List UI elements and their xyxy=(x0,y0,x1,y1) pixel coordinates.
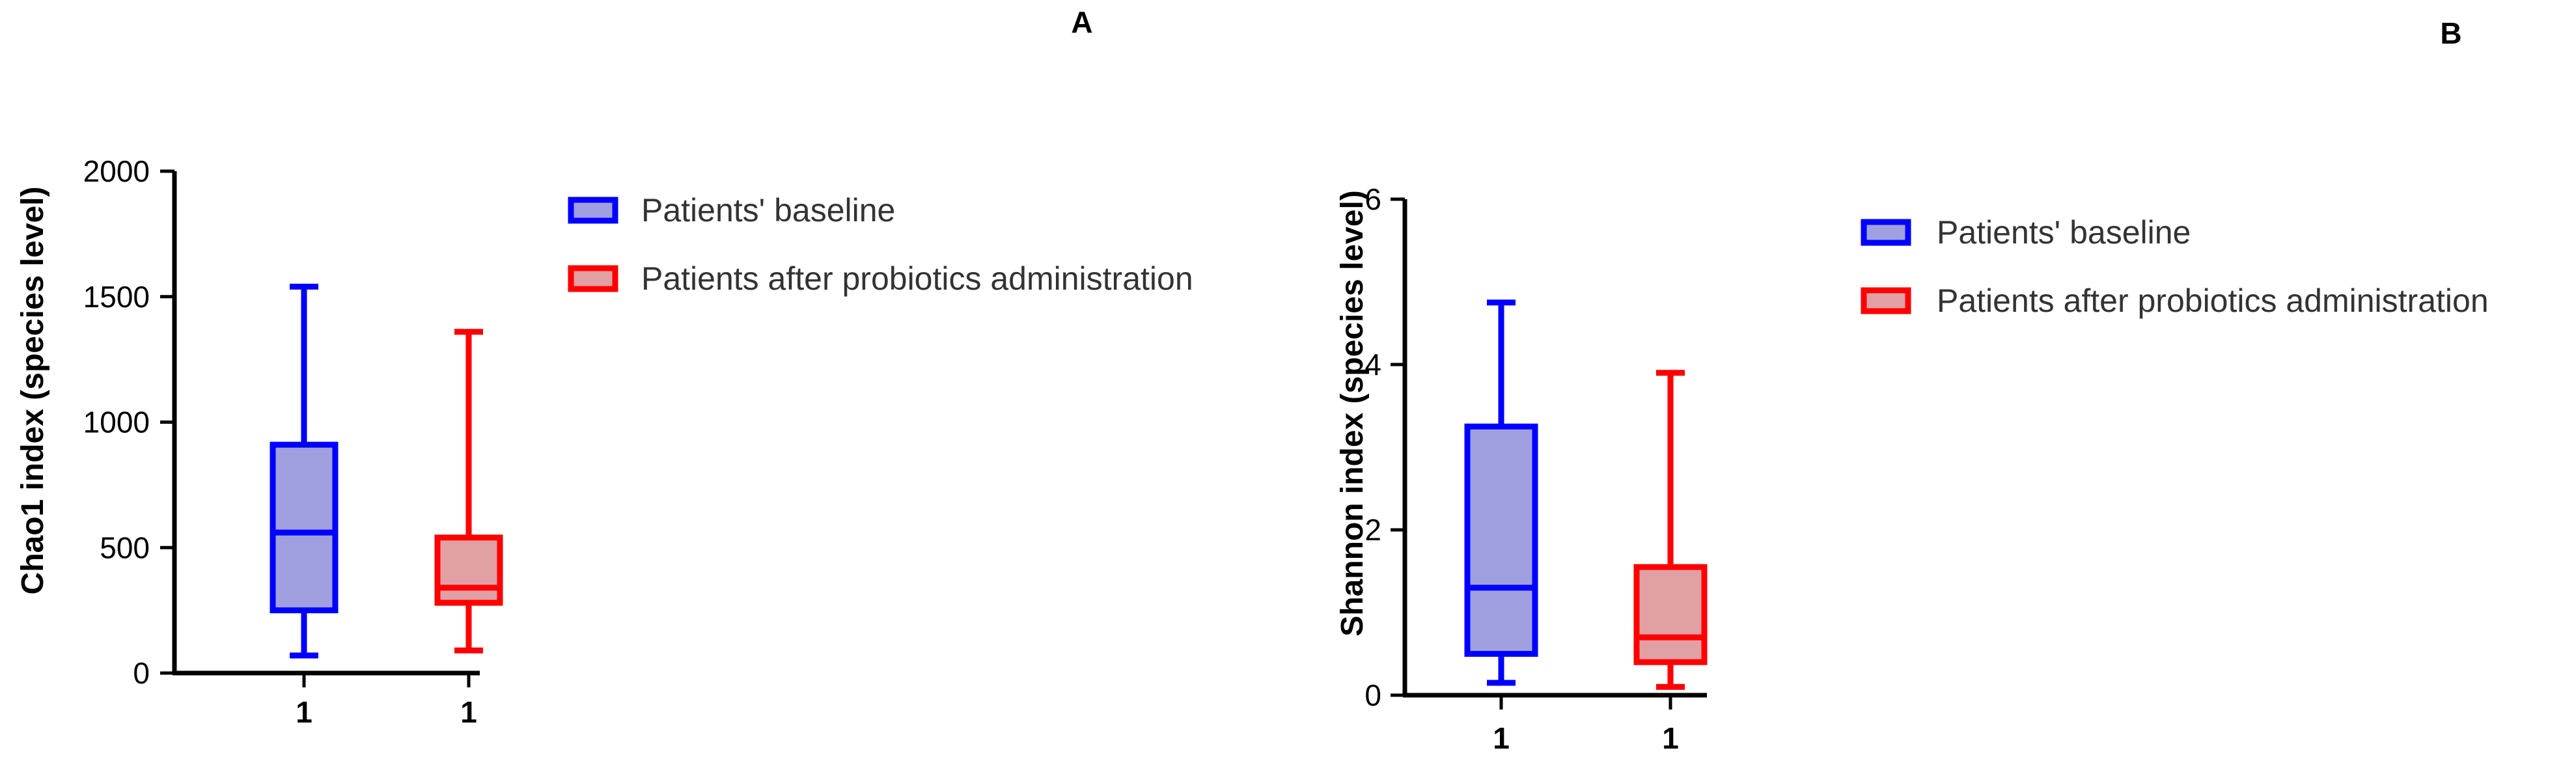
legend-label-baseline-b: Patients' baseline xyxy=(1937,214,2191,251)
panel-a: A Chao1 index (species level) 0 500 1000 15… xyxy=(16,5,1193,729)
x-category-label: 1 xyxy=(296,695,312,729)
y-tick-label: 4 xyxy=(1364,348,1381,381)
legend-swatch-baseline-a xyxy=(568,197,618,224)
legend-a: Patients' baseline Patients after probio… xyxy=(568,192,1193,297)
y-tick-label: 500 xyxy=(100,531,150,564)
y-axis-ticks-b: 0 2 4 6 xyxy=(1364,182,1405,712)
y-tick-label: 1500 xyxy=(83,280,150,314)
box-iqr xyxy=(1633,564,1708,665)
box-plot-baseline-a xyxy=(270,283,339,659)
box-plot-probiotics-b xyxy=(1633,370,1708,690)
box-plot-probiotics-a xyxy=(434,329,503,654)
box-iqr xyxy=(1464,423,1538,657)
x-category-label: 1 xyxy=(460,695,477,729)
y-tick-label: 6 xyxy=(1364,182,1381,216)
x-category-label: 1 xyxy=(1493,721,1510,755)
legend-item-probiotics-a: Patients after probiotics administration xyxy=(568,260,1193,297)
panel-label-b: B xyxy=(2440,16,2461,50)
box-iqr xyxy=(270,441,339,614)
legend-swatch-probiotics-a xyxy=(568,265,618,292)
plot-area-a xyxy=(270,283,503,659)
y-tick-label: 2000 xyxy=(83,154,150,188)
plot-area-b xyxy=(1464,299,1708,690)
y-tick-label: 0 xyxy=(133,656,150,690)
legend-swatch-probiotics-b xyxy=(1861,287,1911,314)
legend-label-baseline-a: Patients' baseline xyxy=(641,192,895,228)
x-category-label: 1 xyxy=(1662,721,1679,755)
y-tick-label: 2 xyxy=(1364,513,1381,547)
y-tick-label: 0 xyxy=(1364,678,1381,712)
y-axis-title-a: Chao1 index (species level) xyxy=(16,187,50,595)
panel-label-a: A xyxy=(1071,5,1092,39)
legend-swatch-baseline-b xyxy=(1861,219,1911,246)
legend-label-probiotics-b: Patients after probiotics administration xyxy=(1937,283,2489,319)
box-plot-baseline-b xyxy=(1464,299,1538,686)
y-axis-title-b: Shannon index (species level) xyxy=(1335,190,1370,637)
box-iqr xyxy=(434,534,503,606)
y-tick-label: 1000 xyxy=(83,406,150,439)
legend-item-baseline-b: Patients' baseline xyxy=(1861,214,2191,251)
legend-label-probiotics-a: Patients after probiotics administration xyxy=(641,260,1193,297)
legend-b: Patients' baseline Patients after probio… xyxy=(1861,214,2489,319)
y-axis-ticks-a: 0 500 1000 1500 2000 xyxy=(83,154,174,690)
legend-item-baseline-a: Patients' baseline xyxy=(568,192,895,228)
legend-item-probiotics-b: Patients after probiotics administration xyxy=(1861,283,2489,319)
